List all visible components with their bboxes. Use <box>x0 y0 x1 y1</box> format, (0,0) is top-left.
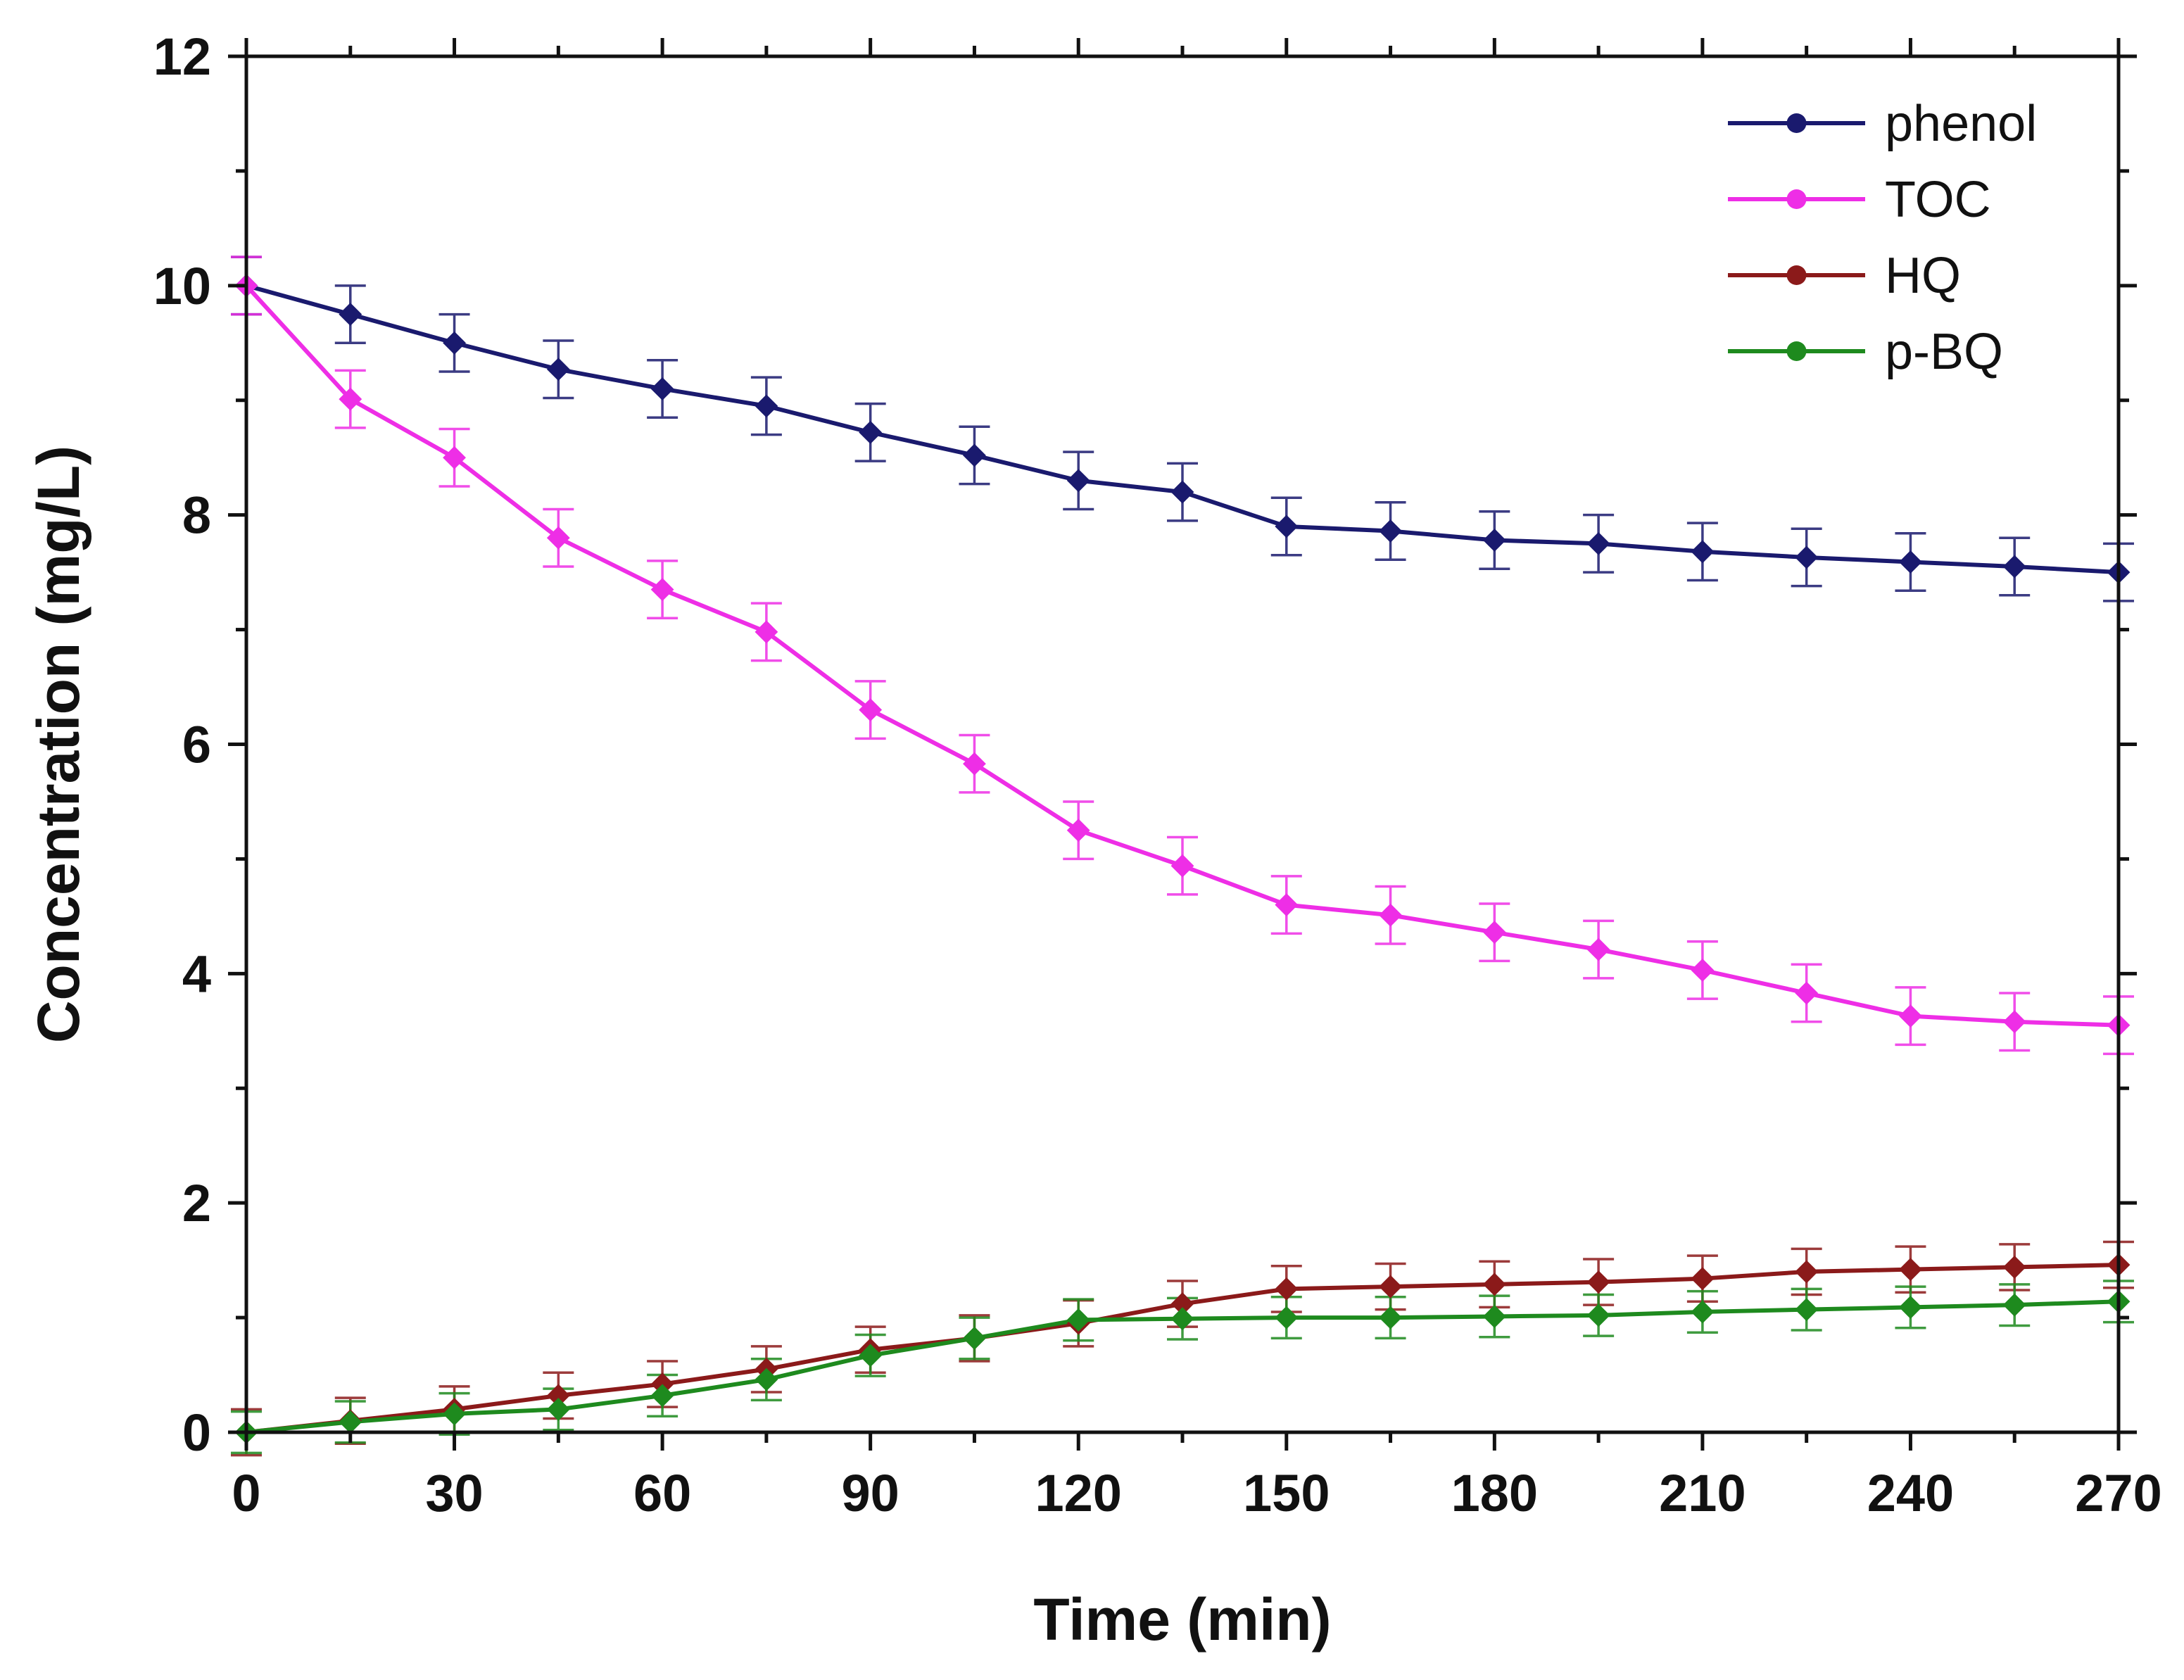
toc-data-point <box>1275 893 1299 916</box>
legend-label: phenol <box>1885 96 2037 152</box>
phenol-data-point <box>1691 540 1715 564</box>
p-bq-data-point <box>443 1402 466 1426</box>
y-tick-label: 0 <box>182 1403 211 1462</box>
legend-item-p-bq: p-BQ <box>1728 324 2003 380</box>
legend-item-phenol: phenol <box>1728 96 2037 152</box>
phenol-data-point <box>1170 480 1194 504</box>
p-bq-data-point <box>1795 1298 1819 1322</box>
hq-data-point <box>1275 1277 1299 1301</box>
plot-frame <box>244 54 2121 1434</box>
x-tick-label: 180 <box>1451 1464 1538 1522</box>
legend-item-hq: HQ <box>1728 248 1961 304</box>
phenol-data-point <box>963 443 986 467</box>
x-tick-label: 90 <box>842 1464 900 1522</box>
p-bq-data-point <box>1379 1306 1402 1330</box>
x-tick-label: 150 <box>1243 1464 1330 1522</box>
toc-data-point <box>1899 1004 1922 1028</box>
y-tick-label: 6 <box>182 716 211 774</box>
hq-data-point <box>2002 1255 2026 1279</box>
legend-label: p-BQ <box>1885 324 2003 380</box>
toc-data-point <box>546 526 570 550</box>
phenol-data-point <box>650 377 674 400</box>
toc-data-point <box>443 446 466 469</box>
toc-data-point <box>1691 959 1715 982</box>
legend-label: HQ <box>1885 248 1961 304</box>
x-tick-label: 210 <box>1659 1464 1746 1522</box>
toc-data-point <box>2002 1010 2026 1034</box>
p-bq-data-point <box>1066 1308 1090 1332</box>
hq-data-point <box>1899 1258 1922 1282</box>
phenol-data-point <box>1795 545 1819 569</box>
legend: phenol TOC HQ p-BQ <box>1728 96 2037 380</box>
phenol-data-point <box>1379 519 1402 543</box>
legend-swatch-marker <box>1786 189 1807 209</box>
y-tick-label: 12 <box>153 27 211 86</box>
p-bq-data-point <box>1275 1306 1299 1330</box>
hq-data-point <box>1795 1260 1819 1284</box>
p-bq-data-point <box>755 1368 778 1391</box>
p-bq-data-point <box>650 1384 674 1408</box>
p-bq-data-point <box>963 1326 986 1350</box>
p-bq-data-point <box>859 1344 883 1368</box>
phenol-data-point <box>755 394 778 418</box>
hq-data-point <box>1482 1272 1506 1296</box>
p-bq-data-point <box>2002 1293 2026 1317</box>
y-tick-label: 4 <box>182 945 211 1003</box>
p-bq-data-point <box>546 1398 570 1421</box>
legend-label: TOC <box>1885 172 1991 228</box>
phenol-data-point <box>1586 531 1610 555</box>
phenol-data-point <box>443 331 466 355</box>
toc-data-point <box>755 620 778 644</box>
hq-data-point <box>1691 1267 1715 1291</box>
toc-data-point <box>1795 981 1819 1005</box>
y-tick-label: 8 <box>182 486 211 545</box>
p-bq-data-point <box>339 1410 362 1434</box>
p-bq-data-point <box>1899 1296 1922 1319</box>
phenol-data-point <box>1275 514 1299 538</box>
phenol-data-point <box>2002 555 2026 579</box>
toc-data-point <box>339 387 362 411</box>
phenol-data-point <box>859 420 883 444</box>
x-axis-title: Time (min) <box>1033 1586 1331 1653</box>
phenol-data-point <box>1482 529 1506 552</box>
phenol-data-point <box>339 303 362 326</box>
x-tick-label: 270 <box>2075 1464 2161 1522</box>
toc-data-point <box>1379 903 1402 927</box>
toc-data-point <box>963 752 986 776</box>
axes-layer: 0 30 60 90 120 150 180 210 240 270 0 2 4 6 8 10 12 <box>153 27 2162 1522</box>
phenol-data-point <box>1899 550 1922 574</box>
y-axis-title: Concentration (mg/L) <box>25 446 91 1043</box>
y-tick-label: 2 <box>182 1174 211 1232</box>
p-bq-data-point <box>1691 1300 1715 1324</box>
legend-swatch-marker <box>1786 265 1807 285</box>
toc-data-point <box>650 578 674 601</box>
toc-data-point <box>1066 819 1090 842</box>
p-bq-data-point <box>1482 1305 1506 1328</box>
toc-data-point <box>1170 854 1194 878</box>
x-tick-label: 30 <box>425 1464 483 1522</box>
p-bq-data-point <box>1586 1303 1610 1327</box>
y-tick-label: 10 <box>153 257 211 315</box>
p-bq-data-point <box>1170 1307 1194 1331</box>
toc-data-point <box>859 698 883 722</box>
phenol-data-point <box>1066 469 1090 493</box>
legend-swatch-marker <box>1786 113 1807 133</box>
series-markers-layer <box>234 274 2131 1444</box>
hq-data-point <box>1379 1275 1402 1299</box>
legend-swatch-marker <box>1786 341 1807 361</box>
phenol-data-point <box>546 358 570 381</box>
legend-item-toc: TOC <box>1728 172 1991 228</box>
toc-series-line <box>244 284 2119 1028</box>
toc-data-point <box>1482 921 1506 945</box>
x-tick-label: 120 <box>1035 1464 1121 1522</box>
hq-data-point <box>1586 1270 1610 1294</box>
phenol-series-line <box>246 283 2119 575</box>
x-tick-label: 240 <box>1867 1464 1954 1522</box>
x-tick-label: 60 <box>633 1464 691 1522</box>
x-tick-label: 0 <box>232 1464 260 1522</box>
toc-data-point <box>1586 937 1610 961</box>
